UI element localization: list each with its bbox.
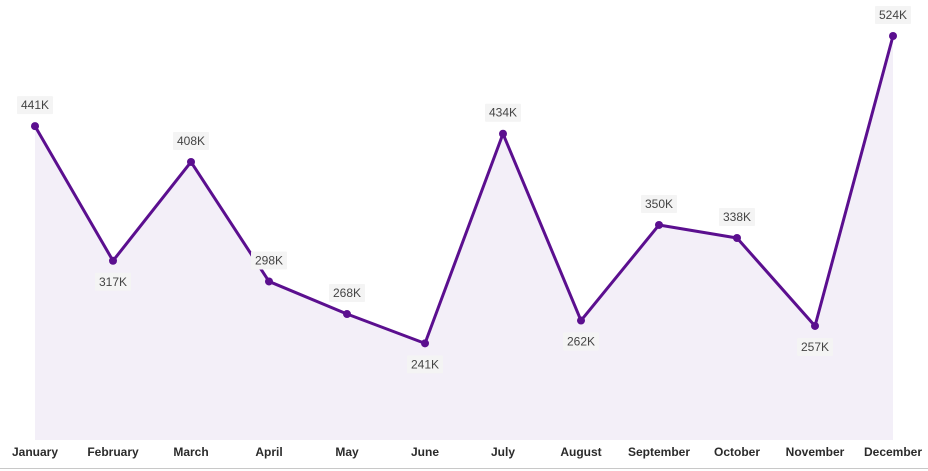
x-tick-label-october: October xyxy=(714,445,760,459)
data-label-june: 241K xyxy=(406,355,444,374)
svg-text:408K: 408K xyxy=(177,134,205,148)
data-point-may[interactable] xyxy=(343,310,351,319)
x-tick-label-july: July xyxy=(491,445,515,459)
svg-text:317K: 317K xyxy=(99,275,127,289)
data-point-layer xyxy=(31,32,897,348)
x-tick-label-november: November xyxy=(786,445,845,459)
svg-text:262K: 262K xyxy=(567,335,595,349)
data-point-november[interactable] xyxy=(811,321,819,330)
data-point-october[interactable] xyxy=(733,234,741,242)
area-fill-layer xyxy=(35,36,893,440)
x-tick-label-february: February xyxy=(87,445,139,459)
series-area xyxy=(35,36,893,440)
data-label-march: 408K xyxy=(172,131,210,150)
data-label-august: 262K xyxy=(562,332,600,351)
x-tick-label-april: April xyxy=(255,445,282,459)
svg-text:524K: 524K xyxy=(879,8,907,22)
data-point-june[interactable] xyxy=(421,339,429,348)
data-label-november: 257K xyxy=(796,337,834,356)
data-point-april[interactable] xyxy=(265,277,273,286)
data-label-october: 338K xyxy=(718,208,756,226)
x-tick-label-december: December xyxy=(864,445,922,459)
data-label-january: 441K xyxy=(16,96,54,115)
svg-text:350K: 350K xyxy=(645,197,673,211)
svg-text:257K: 257K xyxy=(801,340,829,354)
data-point-march[interactable] xyxy=(187,157,195,166)
data-label-february: 317K xyxy=(94,272,132,291)
data-label-april: 298K xyxy=(250,251,288,270)
svg-text:434K: 434K xyxy=(489,106,517,120)
data-point-february[interactable] xyxy=(109,256,117,265)
svg-text:268K: 268K xyxy=(333,286,361,300)
x-tick-label-september: September xyxy=(628,445,690,459)
x-axis: January February March April May June July Augu… xyxy=(0,445,928,469)
data-label-may: 268K xyxy=(328,284,366,303)
svg-text:338K: 338K xyxy=(723,210,751,224)
data-label-september: 350K xyxy=(640,194,678,213)
series-line xyxy=(33,34,895,345)
svg-text:441K: 441K xyxy=(21,98,49,112)
x-tick-label-may: May xyxy=(335,445,359,459)
data-label-july: 434K xyxy=(484,103,522,122)
data-label-december: 524K xyxy=(874,6,912,24)
svg-text:241K: 241K xyxy=(411,357,439,371)
series-line-layer xyxy=(33,34,895,345)
x-tick-label-june: June xyxy=(411,445,439,459)
x-tick-label-march: March xyxy=(173,445,208,459)
data-point-september[interactable] xyxy=(655,220,663,229)
x-tick-label-january: January xyxy=(12,445,58,459)
data-point-january[interactable] xyxy=(31,122,39,131)
data-point-july[interactable] xyxy=(499,129,507,138)
data-point-august[interactable] xyxy=(577,316,585,325)
x-tick-label-august: August xyxy=(560,445,601,459)
data-point-december[interactable] xyxy=(889,32,897,40)
data-label-layer: 441K 317K 408K 298K 268K 241K 434K 262K 350K 338K… xyxy=(16,6,912,374)
svg-text:298K: 298K xyxy=(255,253,283,267)
